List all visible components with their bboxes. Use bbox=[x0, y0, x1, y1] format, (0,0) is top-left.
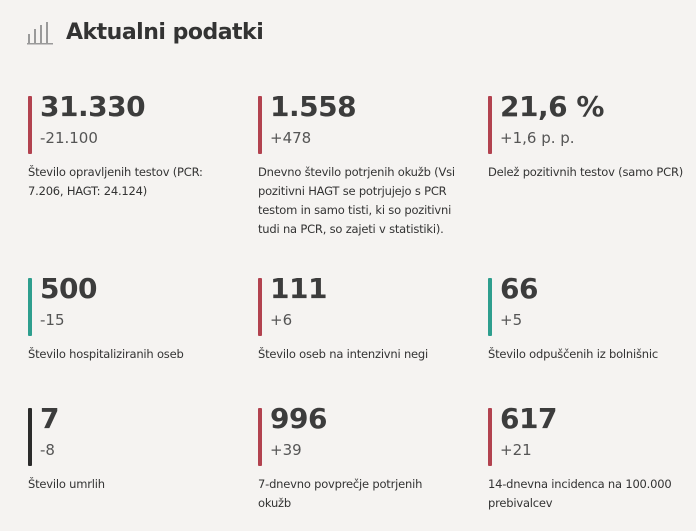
stat-change: -15 bbox=[40, 311, 65, 329]
accent-bar bbox=[488, 408, 492, 466]
stat-label: Število odpuščenih iz bolnišnic bbox=[488, 347, 659, 361]
accent-bar bbox=[28, 278, 32, 336]
stat-label: Delež pozitivnih testov (samo PCR) bbox=[488, 165, 684, 179]
stat-change: +478 bbox=[270, 129, 312, 147]
stat-value: 21,6 % bbox=[500, 90, 604, 123]
bar-chart-icon bbox=[27, 21, 53, 44]
accent-bar bbox=[488, 278, 492, 336]
accent-bar bbox=[28, 96, 32, 154]
stat-value: 31.330 bbox=[40, 90, 146, 123]
stat-value: 66 bbox=[500, 272, 538, 305]
stat-value: 1.558 bbox=[270, 90, 357, 123]
stat-change: -21.100 bbox=[40, 129, 98, 147]
accent-bar bbox=[488, 96, 492, 154]
accent-bar bbox=[258, 278, 262, 336]
stat-value: 111 bbox=[270, 272, 327, 305]
stat-label: Število oseb na intenzivni negi bbox=[258, 347, 429, 361]
accent-bar bbox=[28, 408, 32, 466]
stat-change: -8 bbox=[40, 441, 55, 459]
stat-change: +1,6 p. p. bbox=[500, 129, 575, 147]
stat-value: 500 bbox=[40, 272, 97, 305]
page-title: Aktualni podatki bbox=[66, 20, 264, 45]
accent-bar bbox=[258, 96, 262, 154]
page-header: Aktualni podatki bbox=[27, 20, 264, 45]
stat-value: 7 bbox=[40, 402, 59, 435]
stat-label: Število umrlih bbox=[28, 477, 105, 491]
stat-change: +39 bbox=[270, 441, 302, 459]
stat-change: +6 bbox=[270, 311, 293, 329]
stat-label: Število opravljenih testov (PCR: 7.206, … bbox=[28, 165, 203, 198]
stat-label: 14-dnevna incidenca na 100.000 prebivalc… bbox=[488, 477, 672, 510]
stat-label: Število hospitaliziranih oseb bbox=[28, 347, 184, 361]
stat-value: 617 bbox=[500, 402, 557, 435]
stat-value: 996 bbox=[270, 402, 327, 435]
stat-change: +21 bbox=[500, 441, 532, 459]
stat-label: 7-dnevno povprečje potrjenih okužb bbox=[258, 477, 423, 510]
stat-label: Dnevno število potrjenih okužb (Vsi pozi… bbox=[258, 165, 455, 236]
stat-change: +5 bbox=[500, 311, 523, 329]
accent-bar bbox=[258, 408, 262, 466]
